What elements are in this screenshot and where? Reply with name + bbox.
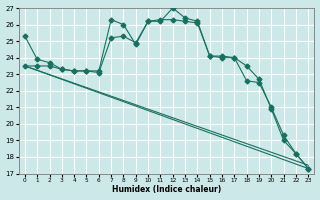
X-axis label: Humidex (Indice chaleur): Humidex (Indice chaleur): [112, 185, 221, 194]
